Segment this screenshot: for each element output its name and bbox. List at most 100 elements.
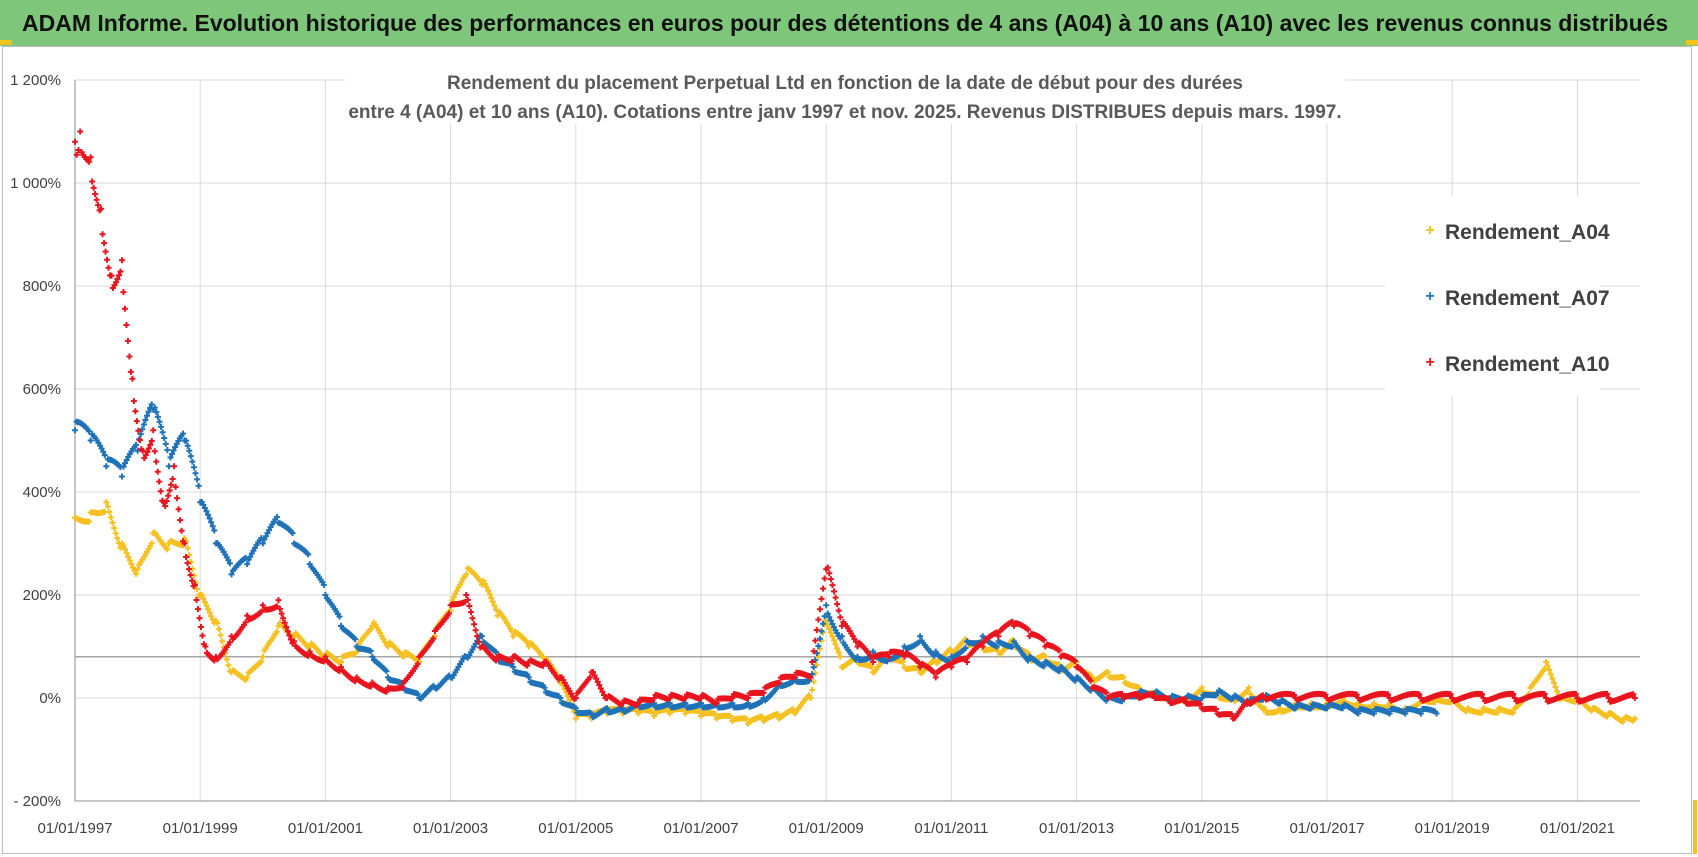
data-point (1040, 637, 1047, 644)
data-point (305, 551, 312, 558)
data-point (1353, 691, 1360, 698)
data-point (510, 633, 517, 640)
x-tick-label: 01/01/2005 (538, 820, 613, 837)
data-point (1604, 713, 1611, 720)
data-point (698, 695, 704, 701)
data-point (467, 609, 474, 616)
data-point (588, 710, 595, 717)
data-point (161, 434, 168, 441)
data-point (287, 636, 294, 643)
data-point (619, 705, 626, 712)
data-point (151, 448, 158, 455)
x-tick-label: 01/01/2009 (789, 820, 864, 837)
data-point (142, 452, 149, 459)
data-point (109, 519, 116, 526)
data-point (172, 444, 179, 451)
x-tick-label: 01/01/2003 (413, 820, 488, 837)
x-tick-label: 01/01/2013 (1039, 820, 1114, 837)
subtitle-background (345, 66, 1345, 124)
data-point (225, 557, 232, 564)
legend-item-a10: + Rendement_A10 (1425, 353, 1609, 376)
data-point (1198, 695, 1205, 701)
data-point (280, 615, 287, 622)
data-point (140, 421, 147, 428)
data-point (1431, 699, 1438, 706)
data-point (195, 482, 202, 489)
data-point (1433, 710, 1440, 717)
data-point (1308, 705, 1315, 712)
data-point (165, 463, 172, 470)
data-point (102, 248, 109, 255)
data-point (120, 463, 127, 470)
data-point (1009, 618, 1016, 625)
legend-label-a04: Rendement_A04 (1445, 221, 1610, 244)
data-point (261, 536, 268, 543)
data-point (133, 441, 140, 448)
data-point (89, 178, 96, 185)
data-point (474, 633, 481, 640)
data-point (100, 448, 107, 455)
data-point (162, 440, 169, 447)
data-point (322, 653, 329, 660)
x-tick-label: 01/01/2015 (1164, 820, 1239, 837)
series-rendement_a04 (72, 499, 1638, 727)
data-point (810, 648, 817, 655)
data-point (1416, 691, 1423, 698)
data-point (103, 463, 110, 470)
data-point (259, 602, 266, 609)
data-point (90, 184, 97, 191)
data-point (320, 581, 327, 588)
data-point (123, 550, 130, 557)
data-point (815, 653, 822, 660)
data-point (183, 553, 190, 560)
data-point (1510, 709, 1517, 716)
data-point (75, 147, 82, 154)
data-point (1386, 710, 1393, 717)
data-point (1541, 665, 1548, 672)
data-point (150, 427, 157, 434)
data-point (151, 404, 158, 411)
data-point (1087, 677, 1094, 684)
legend-label-a10: Rendement_A10 (1445, 353, 1610, 376)
data-point (826, 570, 833, 577)
legend-marker-a10: + (1425, 354, 1434, 371)
y-tick-label: - 200% (13, 793, 61, 810)
data-point (572, 695, 579, 701)
data-point (145, 445, 152, 452)
data-point (201, 599, 208, 606)
data-point (854, 653, 861, 660)
data-point (1150, 690, 1157, 697)
data-point (590, 669, 597, 676)
data-point (1056, 647, 1063, 654)
data-point (192, 470, 199, 477)
data-point (816, 635, 823, 642)
data-point (385, 643, 391, 650)
data-point (964, 658, 971, 665)
data-point (727, 713, 734, 720)
data-point (179, 430, 186, 437)
data-point (838, 633, 845, 640)
data-point (122, 546, 129, 553)
data-point (813, 661, 820, 668)
data-point (450, 594, 457, 601)
y-tick-label: 200% (23, 587, 61, 604)
corner-accent-left (0, 40, 12, 45)
data-point (190, 464, 197, 471)
data-point (430, 635, 437, 642)
data-point (1277, 700, 1284, 707)
data-point (143, 412, 150, 419)
data-point (1630, 691, 1637, 698)
data-point (823, 602, 830, 609)
data-point (104, 256, 111, 263)
data-point (154, 413, 161, 420)
data-point (187, 558, 194, 565)
data-point (651, 713, 658, 720)
data-point (158, 423, 165, 430)
data-point (168, 481, 175, 488)
data-point (870, 648, 877, 655)
data-point (165, 492, 172, 499)
data-point (837, 653, 844, 660)
data-point (1631, 695, 1638, 701)
data-point (510, 664, 517, 671)
data-point (446, 610, 453, 617)
